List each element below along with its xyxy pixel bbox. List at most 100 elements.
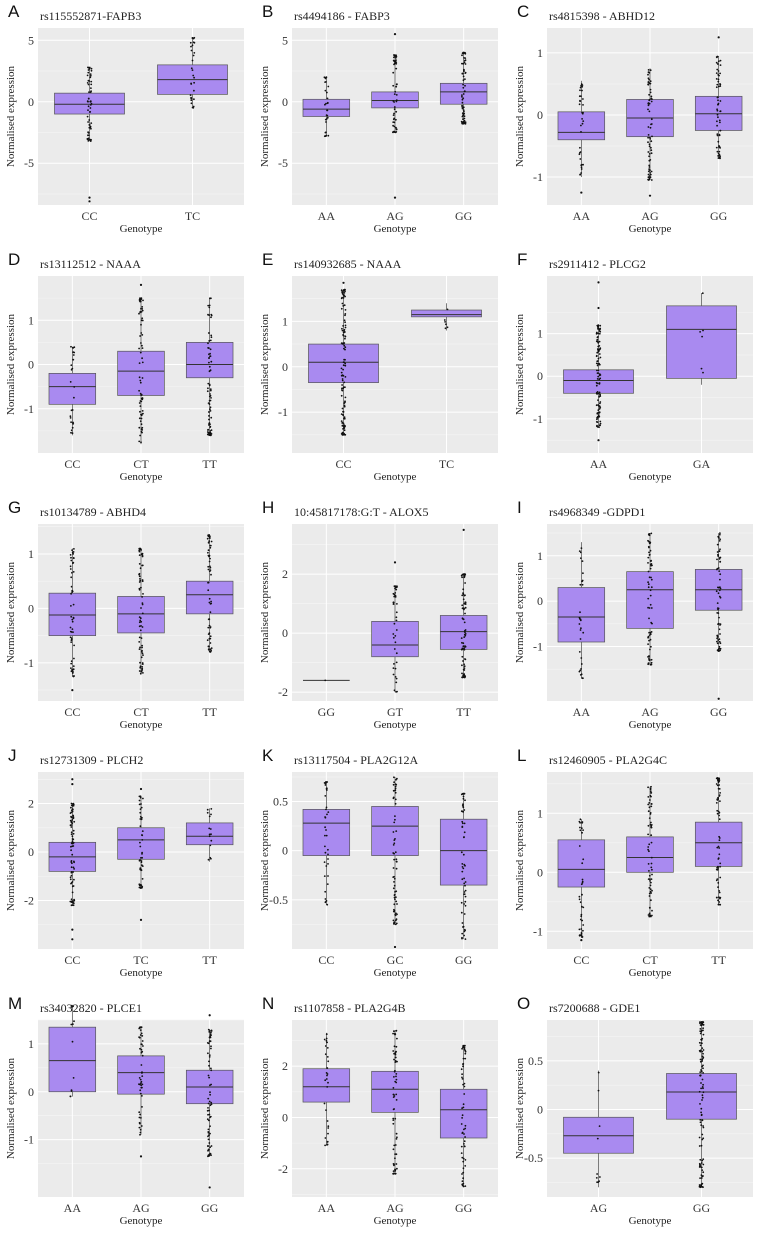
data-point [72, 561, 75, 564]
data-point [702, 1158, 705, 1161]
data-point [596, 369, 598, 372]
data-point [208, 835, 211, 838]
data-point [580, 627, 582, 630]
y-tick-label: 0.5 [273, 795, 288, 809]
y-axis-title: Normalised expression [259, 1057, 271, 1159]
data-point [647, 545, 650, 548]
data-point [464, 900, 467, 903]
data-point [210, 808, 213, 810]
data-point [72, 904, 75, 907]
data-point [342, 334, 344, 336]
data-point [139, 434, 142, 437]
data-point [393, 903, 396, 906]
data-point [649, 878, 651, 881]
data-point [715, 86, 718, 89]
data-point [463, 647, 466, 649]
data-point [463, 1048, 466, 1050]
data-point [393, 1070, 396, 1073]
data-point [699, 1103, 701, 1105]
data-point [464, 1159, 467, 1161]
data-point [464, 122, 467, 125]
data-point [343, 292, 346, 294]
data-point [138, 886, 141, 889]
y-tick-label: 0 [537, 1102, 543, 1116]
data-point [650, 862, 653, 865]
box-ct [117, 547, 165, 675]
iqr-box [371, 806, 419, 856]
data-point [140, 332, 143, 334]
data-point [206, 808, 209, 811]
y-tick-label: 1 [28, 547, 34, 561]
data-point [396, 1037, 398, 1040]
data-point [392, 831, 395, 833]
data-point [701, 335, 703, 338]
data-point [461, 115, 464, 118]
data-point [325, 1039, 328, 1042]
data-point [579, 618, 582, 621]
data-point [210, 397, 212, 399]
data-point [701, 292, 704, 295]
data-point [595, 354, 598, 357]
data-point [648, 892, 651, 895]
data-point [208, 1031, 211, 1033]
panel-title: rs1107858 - PLA2G4B [294, 1001, 406, 1015]
data-point [717, 865, 719, 868]
data-point [651, 914, 653, 917]
data-point [650, 663, 653, 666]
data-point [72, 571, 75, 573]
data-point [579, 629, 582, 631]
data-point [463, 893, 466, 895]
data-point [393, 121, 396, 124]
data-point [598, 378, 601, 381]
data-point [70, 861, 73, 863]
data-point [207, 332, 210, 334]
data-point [140, 670, 143, 673]
data-point [392, 84, 395, 87]
data-point [189, 41, 192, 44]
data-point [718, 628, 721, 631]
data-point [210, 813, 212, 816]
data-point [343, 328, 346, 331]
data-point [343, 319, 346, 322]
x-tick-label: AA [318, 209, 336, 223]
data-point [208, 395, 211, 398]
data-point [89, 73, 92, 75]
data-point [718, 153, 721, 156]
data-point [650, 170, 653, 173]
data-point [207, 549, 210, 552]
data-point [141, 579, 144, 581]
box-gg [666, 1021, 737, 1189]
data-point [207, 1113, 209, 1116]
data-point [596, 360, 599, 363]
data-point [394, 1080, 397, 1083]
data-point [209, 565, 211, 568]
data-point [719, 110, 722, 112]
data-point [461, 863, 464, 865]
data-point [70, 615, 73, 618]
data-point [71, 900, 73, 903]
data-point [207, 551, 209, 554]
data-point [395, 922, 398, 925]
data-point [393, 921, 396, 924]
data-point [72, 1077, 75, 1079]
data-point [715, 61, 718, 64]
data-point [462, 1106, 465, 1109]
data-point [141, 602, 144, 604]
data-point [716, 150, 719, 153]
data-point [209, 611, 212, 614]
data-point [325, 808, 327, 811]
data-point [209, 650, 212, 653]
data-point [463, 831, 466, 834]
x-tick-label: GC [387, 953, 404, 967]
box-aa [557, 80, 606, 194]
x-tick-label: AG [386, 209, 404, 223]
panel-title: rs12460905 - PLA2G4C [549, 753, 667, 767]
data-point [595, 362, 598, 365]
x-tick-label: AA [573, 209, 591, 223]
data-point [209, 393, 211, 395]
data-point [139, 405, 142, 407]
data-point [718, 891, 721, 894]
data-point [715, 72, 718, 74]
data-point [324, 890, 327, 893]
outlier-point [71, 938, 74, 941]
